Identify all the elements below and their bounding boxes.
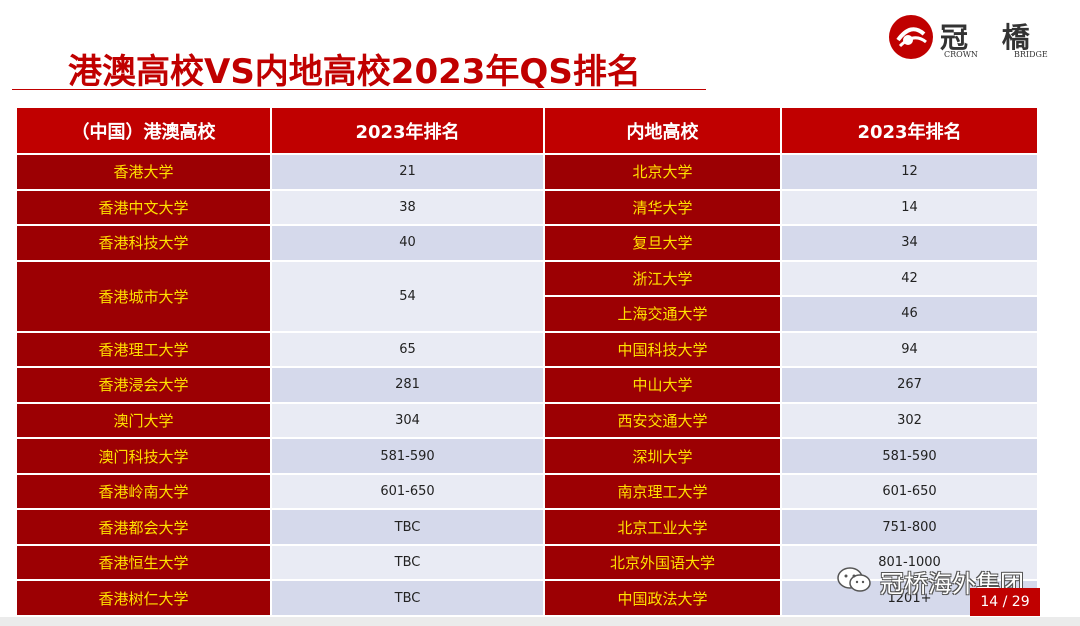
footer-bar (0, 617, 1080, 626)
logo-english-right: BRIDGE (1014, 50, 1048, 59)
hk-university-name: 澳门科技大学 (15, 437, 272, 475)
crown-bridge-logo-icon (889, 15, 933, 59)
hk-university-name: 香港科技大学 (15, 224, 272, 262)
table-row: 香港都会大学 TBC 北京工业大学 751-800 (15, 508, 1039, 546)
header-hk-rank: 2023年排名 (270, 106, 545, 155)
hk-university-name: 香港中文大学 (15, 188, 272, 227)
hk-rank-value: 304 (270, 401, 545, 440)
logo-english-left: CROWN (944, 50, 978, 59)
mainland-rank-value: 302 (780, 401, 1039, 440)
mainland-university-name: 北京大学 (543, 153, 782, 191)
hk-university-name: 香港岭南大学 (15, 472, 272, 511)
mainland-rank-value: 42 (780, 259, 1039, 298)
mainland-university-name: 浙江大学 (543, 259, 782, 298)
hk-rank-value: TBC (270, 508, 545, 546)
mainland-university-name: 西安交通大学 (543, 401, 782, 440)
mainland-university-name: 南京理工大学 (543, 472, 782, 511)
mainland-rank-value: 14 (780, 188, 1039, 227)
hk-university-name: 香港浸会大学 (15, 366, 272, 404)
hk-rank-value: 281 (270, 366, 545, 404)
header-hk-universities: （中国）港澳高校 (15, 106, 272, 155)
mainland-rank-value: 94 (780, 330, 1039, 369)
mainland-rank-value: 751-800 (780, 508, 1039, 546)
mainland-university-name: 中国科技大学 (543, 330, 782, 369)
table-row: 上海交通大学 46 (16, 295, 1039, 333)
table-row: 香港中文大学 38 清华大学 14 (15, 188, 1039, 227)
mainland-university-name: 北京工业大学 (543, 508, 782, 546)
table-row: 香港理工大学 65 中国科技大学 94 (15, 330, 1039, 369)
hk-university-name: 香港树仁大学 (15, 579, 272, 617)
crown-bridge-logo: 冠 橋 CROWN BRIDGE (888, 14, 1058, 62)
header-mainland-rank: 2023年排名 (780, 106, 1039, 155)
wechat-icon (837, 567, 871, 592)
mainland-university-name: 复旦大学 (543, 224, 782, 262)
mainland-rank-value: 601-650 (780, 472, 1039, 511)
table-row: 香港大学 21 北京大学 12 (15, 153, 1039, 191)
hk-university-name: 香港都会大学 (15, 508, 272, 546)
hk-rank-value: 40 (270, 224, 545, 262)
mainland-university-name: 中山大学 (543, 366, 782, 404)
mainland-university-name: 深圳大学 (543, 437, 782, 475)
table-header-row: （中国）港澳高校 2023年排名 内地高校 2023年排名 (15, 106, 1039, 155)
mainland-university-name: 中国政法大学 (543, 579, 782, 617)
hk-rank-value: 581-590 (270, 437, 545, 475)
hk-university-name: 香港大学 (15, 153, 272, 191)
table-row: 香港树仁大学 TBC 中国政法大学 1201+ (15, 579, 1039, 617)
page-number: 14 / 29 (970, 588, 1040, 616)
table-row: 澳门大学 304 西安交通大学 302 (15, 401, 1039, 440)
table-row: 香港岭南大学 601-650 南京理工大学 601-650 (15, 472, 1039, 511)
hk-university-name: 澳门大学 (15, 401, 272, 440)
hk-rank-value: 54 (270, 259, 545, 333)
table-row: 香港浸会大学 281 中山大学 267 (15, 366, 1039, 404)
hk-rank-value: TBC (270, 543, 545, 582)
hk-rank-value: 21 (270, 153, 545, 191)
hk-rank-value: 38 (270, 188, 545, 227)
mainland-university-name: 上海交通大学 (543, 295, 782, 333)
hk-rank-value: 601-650 (270, 472, 545, 511)
hk-university-name: 香港理工大学 (15, 330, 272, 369)
table-row: 澳门科技大学 581-590 深圳大学 581-590 (15, 437, 1039, 475)
mainland-rank-value: 46 (780, 295, 1039, 333)
hk-university-name: 香港城市大学 (15, 259, 272, 333)
mainland-rank-value: 581-590 (780, 437, 1039, 475)
mainland-rank-value: 12 (780, 153, 1039, 191)
table-row: 香港城市大学 54 浙江大学 42 (15, 259, 1039, 333)
hk-rank-value: 65 (270, 330, 545, 369)
logo-chinese-text: 冠 橋 (940, 21, 1042, 54)
mainland-rank-value: 34 (780, 224, 1039, 262)
header-mainland-universities: 内地高校 (543, 106, 782, 155)
table-row: 香港恒生大学 TBC 北京外国语大学 801-1000 (15, 543, 1039, 582)
hk-rank-value: TBC (270, 579, 545, 617)
mainland-rank-value: 267 (780, 366, 1039, 404)
title-underline (12, 89, 706, 90)
mainland-university-name: 北京外国语大学 (543, 543, 782, 582)
ranking-table: （中国）港澳高校 2023年排名 内地高校 2023年排名 香港大学 21 北京… (15, 106, 1039, 617)
wechat-watermark: 冠桥海外集团 (836, 562, 1066, 598)
hk-university-name: 香港恒生大学 (15, 543, 272, 582)
mainland-rank-value: 801-1000 (780, 543, 1039, 582)
table-row: 香港科技大学 40 复旦大学 34 (15, 224, 1039, 262)
page-title: 港澳高校VS内地高校2023年QS排名 (68, 52, 641, 92)
mainland-university-name: 清华大学 (543, 188, 782, 227)
